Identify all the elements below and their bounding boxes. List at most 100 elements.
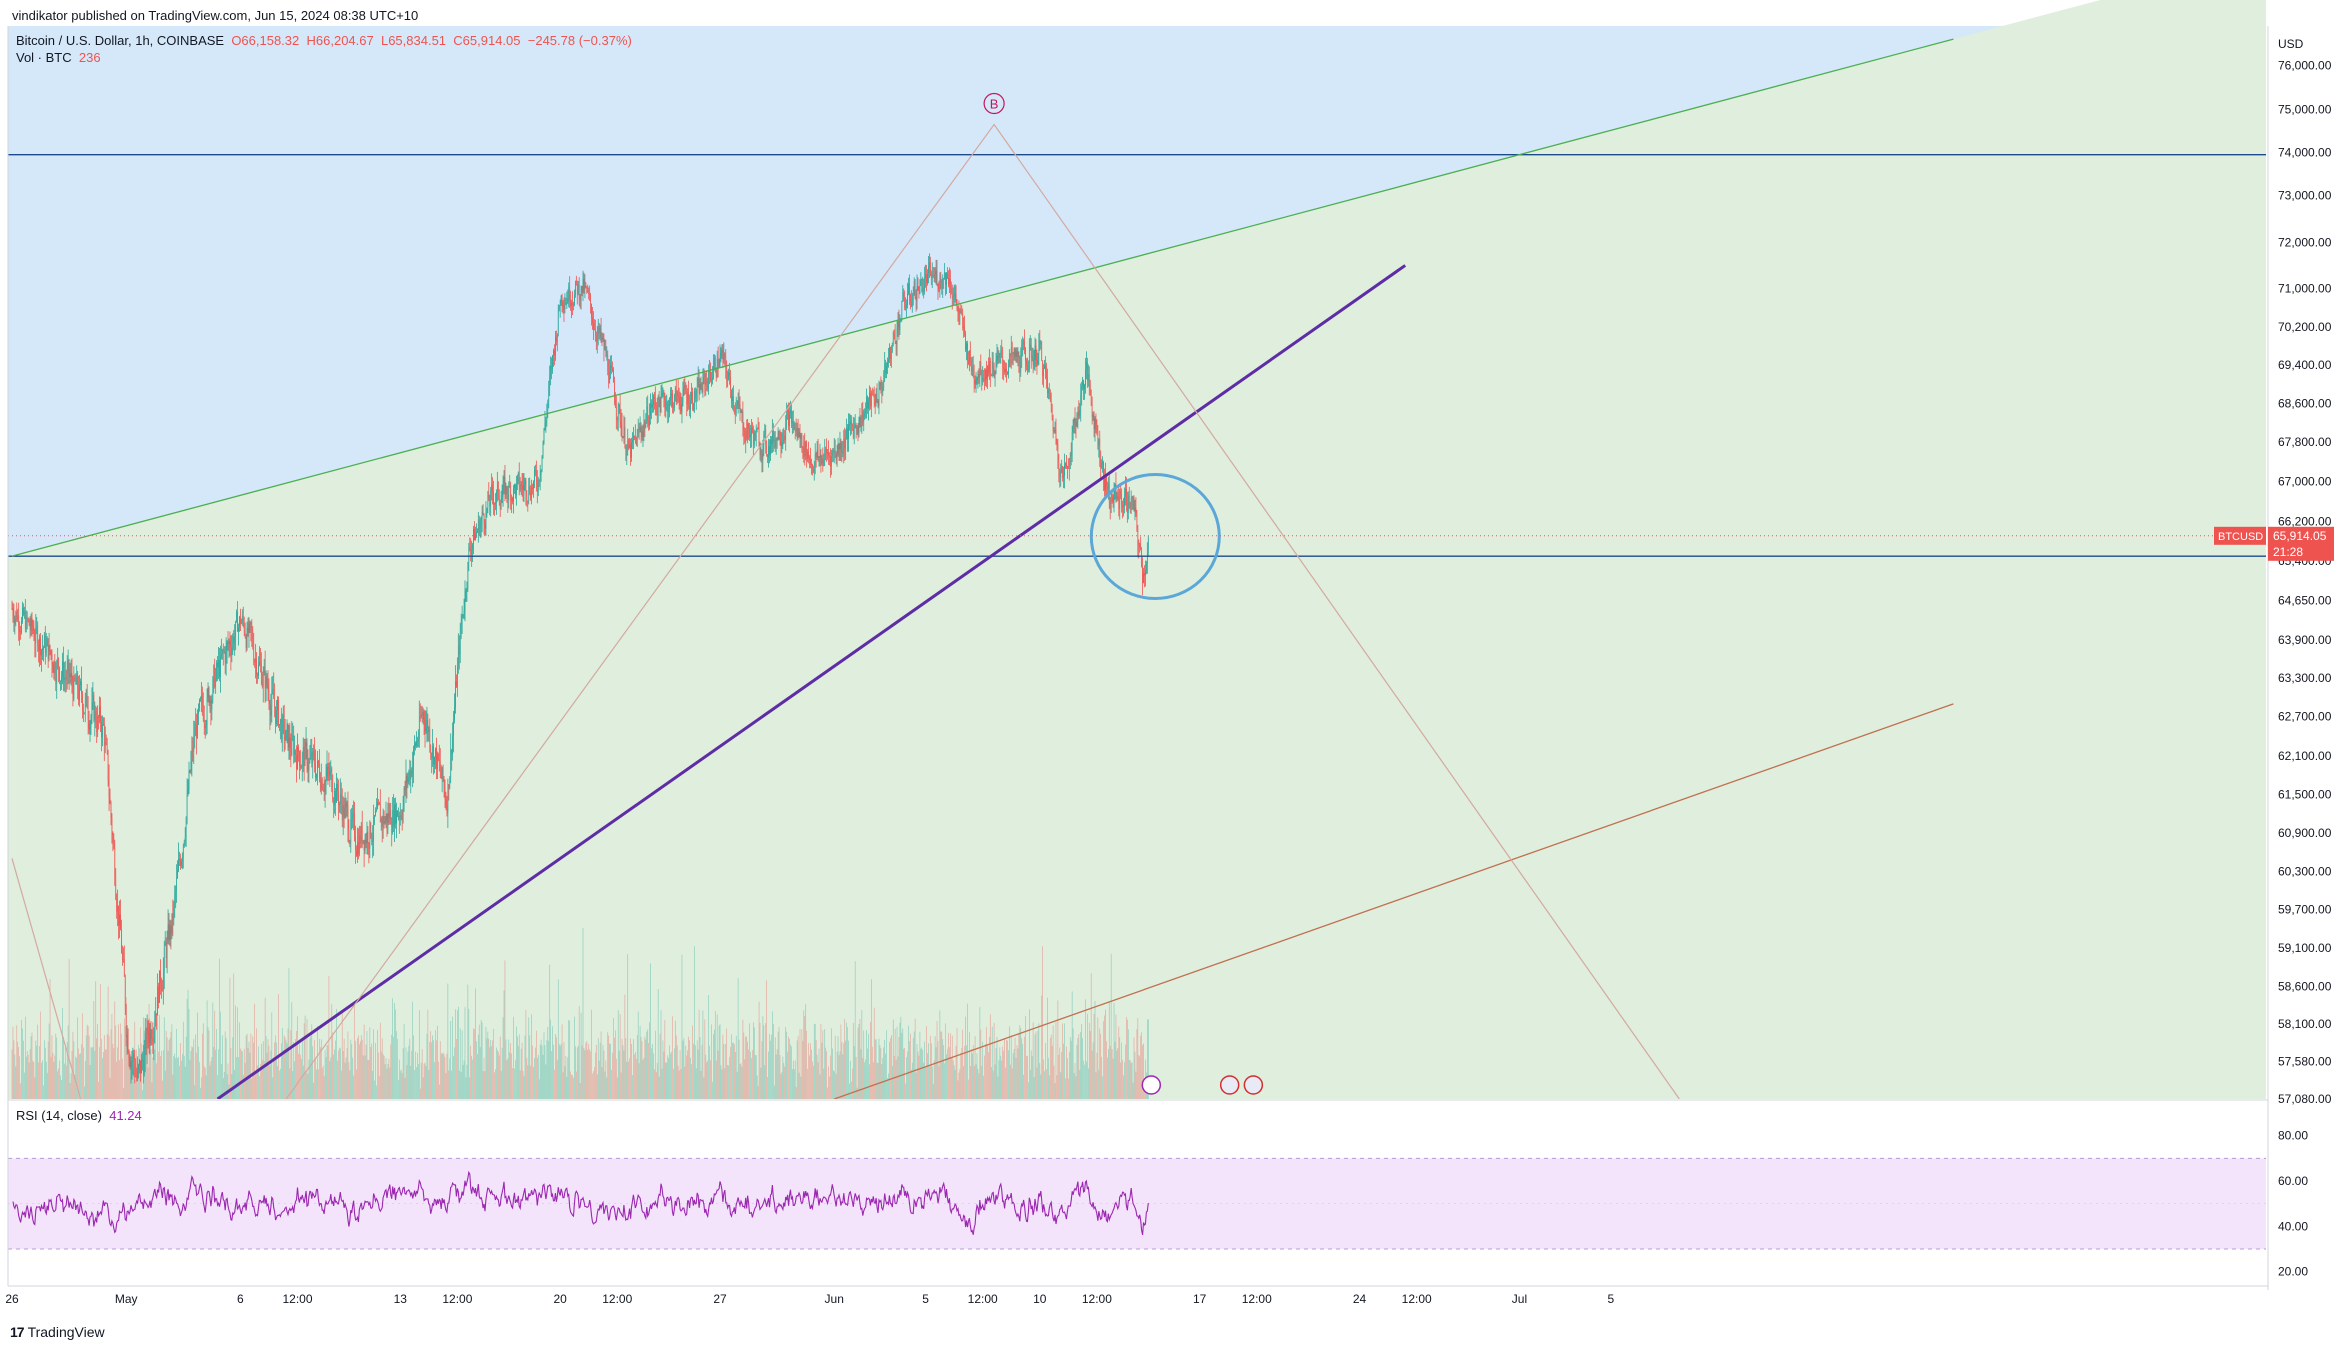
candle-body <box>14 619 16 624</box>
candle-body <box>119 914 120 926</box>
volume-bar <box>351 1043 353 1099</box>
volume-bar <box>280 1043 282 1099</box>
volume-bar <box>103 1052 104 1099</box>
volume-bar <box>1053 1065 1055 1099</box>
candle-body <box>966 343 967 350</box>
volume-bar <box>31 1032 33 1099</box>
candle-body <box>389 810 391 819</box>
candle-body <box>311 752 313 763</box>
candle-body <box>521 484 523 486</box>
volume-bar <box>729 1056 730 1099</box>
volume-bar <box>986 1027 987 1099</box>
candle-body <box>417 741 418 743</box>
candle-body <box>919 280 921 294</box>
volume-bar <box>663 1051 665 1099</box>
candle-body <box>1022 343 1024 346</box>
volume-bar <box>189 1059 191 1099</box>
candle-body <box>982 378 984 382</box>
volume-bar <box>410 1065 412 1099</box>
candle-body <box>349 841 351 843</box>
volume-bar <box>288 968 290 1099</box>
candle-body <box>1015 351 1017 357</box>
candle-body <box>616 416 618 421</box>
candle-body <box>706 380 708 382</box>
candle-body <box>1106 474 1107 487</box>
volume-bar <box>606 1077 608 1099</box>
volume-bar <box>175 1058 177 1099</box>
candle-body <box>332 789 334 801</box>
volume-bar <box>292 1070 294 1099</box>
candle-body <box>390 810 392 825</box>
volume-bar <box>234 1069 236 1099</box>
candle-body <box>685 390 687 394</box>
wave-b-label: B <box>990 96 999 111</box>
volume-bar <box>471 1055 472 1099</box>
candle-body <box>545 420 547 423</box>
candle-body <box>972 366 974 377</box>
volume-bar <box>573 1077 574 1099</box>
volume-bar <box>961 1048 963 1099</box>
candle-body <box>57 658 59 666</box>
volume-bar <box>464 1007 466 1099</box>
candle-body <box>64 677 66 679</box>
candle-body <box>905 307 906 309</box>
candle-body <box>179 859 180 861</box>
volume-bar <box>22 1028 23 1099</box>
candle-body <box>968 360 969 364</box>
volume-bar <box>635 1058 637 1099</box>
candle-body <box>1126 488 1127 504</box>
volume-bar <box>34 1077 36 1099</box>
candle-body <box>761 453 763 460</box>
candle-body <box>950 278 951 289</box>
volume-bar <box>531 1014 532 1099</box>
candle-body <box>344 807 346 818</box>
candle-body <box>501 496 503 504</box>
candle-body <box>1088 374 1090 384</box>
candle-body <box>1008 365 1009 375</box>
candle-body <box>741 411 743 413</box>
candle-body <box>646 406 648 422</box>
candle-body <box>659 399 661 412</box>
volume-bar <box>223 1071 225 1099</box>
volume-bar <box>920 1048 922 1099</box>
green-zone <box>8 0 2266 1099</box>
volume-bar <box>1142 1045 1143 1099</box>
volume-bar <box>799 1028 801 1099</box>
volume-bar <box>935 1047 937 1099</box>
candle-body <box>1139 542 1141 547</box>
candle-body <box>740 411 742 413</box>
volume-bar <box>969 1065 971 1099</box>
volume-bar <box>754 1055 756 1099</box>
volume-bar <box>1093 1013 1095 1099</box>
candle-body <box>465 590 467 592</box>
volume-bar <box>282 1049 284 1099</box>
volume-bar <box>458 1070 460 1099</box>
candle-body <box>45 645 47 653</box>
volume-bar <box>662 1040 664 1099</box>
volume-bar <box>171 1024 173 1099</box>
volume-bar <box>671 1051 672 1099</box>
candle-body <box>462 614 464 617</box>
candle-body <box>733 405 735 410</box>
candle-body <box>1038 340 1040 354</box>
volume-bar <box>723 1044 725 1099</box>
volume-bar <box>678 1070 680 1099</box>
volume-bar <box>756 1075 758 1099</box>
drawings[interactable]: B <box>8 38 2266 1099</box>
volume-bar <box>771 1034 772 1099</box>
time-tick: Jun <box>825 1292 844 1306</box>
volume-bar <box>877 1062 879 1099</box>
candle-body <box>422 712 424 717</box>
candle-body <box>334 791 335 806</box>
tradingview-logo[interactable]: 17 TradingView <box>10 1324 105 1340</box>
volume-bar <box>807 1068 808 1099</box>
volume-bar <box>937 1041 939 1099</box>
volume-bar <box>126 1046 128 1099</box>
volume-bar <box>121 1033 122 1099</box>
candle-body <box>139 1060 140 1066</box>
candle-body <box>772 430 773 445</box>
volume-bar <box>802 1040 804 1099</box>
volume-bar <box>684 1066 686 1099</box>
candle-body <box>475 534 476 541</box>
